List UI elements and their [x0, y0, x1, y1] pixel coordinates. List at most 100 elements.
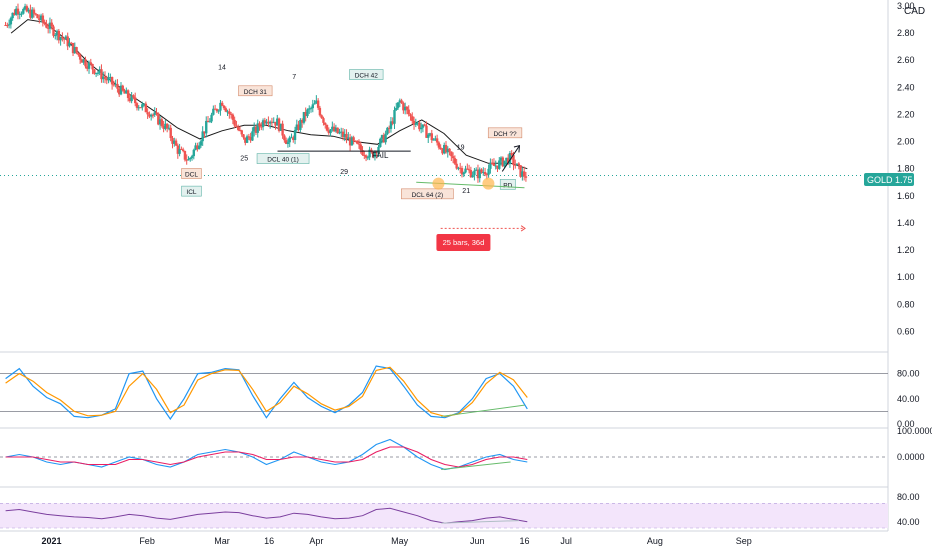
candle	[98, 66, 101, 76]
candle	[141, 101, 144, 111]
candle-body	[474, 169, 478, 171]
candle	[490, 158, 494, 165]
candle	[352, 135, 355, 145]
candle	[55, 29, 59, 41]
candle-body	[16, 8, 20, 15]
candle	[9, 16, 13, 29]
price-tick-labels: 0.60 0.80 1.00 1.20 1.40 1.60 1.80 2.00 2.20 2.40…	[897, 1, 915, 336]
candle-body	[375, 151, 378, 154]
stoch-divergence-line	[441, 404, 525, 417]
candle-body	[226, 111, 229, 113]
candle-body	[45, 23, 48, 28]
cycle-low-marker	[432, 177, 445, 190]
candle-body	[59, 37, 62, 41]
candle-body	[451, 156, 455, 159]
candle-body	[368, 149, 371, 158]
symbol-badge[interactable]: GOLD 1.75	[864, 173, 914, 186]
candle-body	[490, 163, 494, 165]
price-pane[interactable]: 14 25 7 29 19 21 DCL ICL DCH 31 DCL 40 (1) DCH 42 D…	[0, 0, 889, 532]
candle-body	[93, 69, 96, 74]
candle-body	[245, 136, 249, 143]
time-tick-label: May	[391, 536, 409, 546]
candle-body	[441, 149, 444, 154]
candle-body	[499, 157, 503, 161]
candle-body	[373, 151, 377, 158]
candle-body	[473, 170, 476, 176]
candle-body	[165, 123, 169, 129]
stoch-tick-label: 0.00	[897, 419, 915, 429]
candle	[288, 135, 291, 148]
candle	[487, 164, 490, 178]
candle-body	[48, 22, 52, 29]
candle	[205, 116, 208, 138]
candle-body	[419, 127, 423, 130]
candle-body	[206, 120, 210, 123]
candle-body	[128, 97, 132, 102]
candle-body	[311, 104, 314, 109]
candle-body	[352, 137, 355, 141]
candle	[137, 105, 140, 111]
cycle-tag-label: DCL	[185, 172, 198, 179]
candle	[290, 133, 293, 139]
swing-count-label: 19	[457, 145, 465, 152]
candle-body	[521, 171, 524, 177]
candle	[27, 7, 30, 14]
candle	[242, 133, 245, 140]
candle	[224, 106, 227, 113]
price-tick-label: 1.60	[897, 191, 915, 201]
candle	[167, 124, 171, 131]
candle-body	[432, 139, 435, 141]
candle	[45, 19, 48, 29]
candle	[71, 42, 75, 57]
candle-body	[96, 72, 100, 74]
price-tick-label: 2.60	[897, 55, 915, 65]
candle-body	[50, 22, 53, 27]
rsi-pane[interactable]: 40.00 80.00	[0, 492, 920, 529]
candle-body	[171, 138, 174, 144]
cycle-tag-bg	[487, 127, 523, 139]
candle	[522, 166, 526, 181]
candle-body	[322, 118, 325, 123]
time-tick-label: 16	[519, 536, 529, 546]
stoch-pane[interactable]: 0.00 40.00 80.00	[0, 365, 920, 429]
candle-body	[240, 130, 243, 135]
stoch-d-line	[5, 366, 528, 418]
candle-body	[519, 165, 522, 177]
candle	[180, 146, 183, 150]
candle	[80, 58, 84, 63]
macd-pane[interactable]: 0.0000 100.0000	[0, 426, 932, 471]
candle-body	[292, 137, 295, 140]
candle	[206, 115, 210, 123]
candle	[329, 129, 332, 137]
candle-body	[231, 114, 235, 120]
candle-body	[224, 108, 227, 112]
candle-body	[190, 156, 194, 158]
candle-body	[41, 15, 45, 22]
candle	[281, 120, 284, 139]
candle	[299, 118, 302, 133]
candle	[176, 143, 180, 159]
candle	[139, 107, 142, 109]
candle-body	[20, 13, 23, 15]
candle-body	[11, 12, 14, 19]
projection-arrow	[501, 145, 520, 172]
candle	[13, 9, 16, 16]
candle-body	[158, 119, 162, 125]
cycle-tag-label: DCL 40 (1)	[267, 157, 299, 164]
candle-body	[249, 137, 252, 141]
candle	[121, 84, 124, 92]
price-tick-label: 2.80	[897, 28, 915, 38]
candles	[4, 3, 528, 183]
candle	[23, 3, 27, 11]
price-axis[interactable]: 0.60 0.80 1.00 1.20 1.40 1.60 1.80 2.00 2.20 2.40…	[864, 1, 925, 336]
candle-body	[66, 36, 69, 47]
candle	[279, 123, 283, 132]
candle	[460, 165, 464, 178]
candle	[292, 135, 295, 143]
candle	[427, 133, 430, 144]
time-axis[interactable]: 2021 Feb Mar 16 Apr May Jun 16 Jul Aug Sep	[41, 536, 751, 546]
candle-body	[274, 121, 277, 126]
candle-body	[487, 168, 490, 175]
macd-lines	[0, 438, 888, 471]
